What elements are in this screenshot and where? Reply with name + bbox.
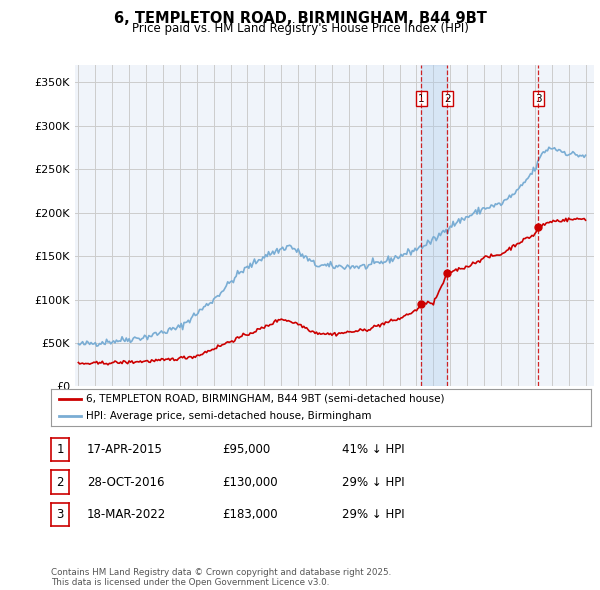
Bar — [421, 65, 448, 386]
Text: 29% ↓ HPI: 29% ↓ HPI — [342, 476, 404, 489]
Text: 2: 2 — [444, 94, 451, 104]
Text: HPI: Average price, semi-detached house, Birmingham: HPI: Average price, semi-detached house,… — [86, 411, 371, 421]
Text: 1: 1 — [56, 443, 64, 456]
Text: 18-MAR-2022: 18-MAR-2022 — [87, 508, 166, 521]
Text: 17-APR-2015: 17-APR-2015 — [87, 443, 163, 456]
Text: 41% ↓ HPI: 41% ↓ HPI — [342, 443, 404, 456]
Text: 3: 3 — [535, 94, 542, 104]
Text: 6, TEMPLETON ROAD, BIRMINGHAM, B44 9BT (semi-detached house): 6, TEMPLETON ROAD, BIRMINGHAM, B44 9BT (… — [86, 394, 445, 404]
Text: 29% ↓ HPI: 29% ↓ HPI — [342, 508, 404, 521]
Text: 2: 2 — [56, 476, 64, 489]
Text: 6, TEMPLETON ROAD, BIRMINGHAM, B44 9BT: 6, TEMPLETON ROAD, BIRMINGHAM, B44 9BT — [113, 11, 487, 25]
Text: Contains HM Land Registry data © Crown copyright and database right 2025.
This d: Contains HM Land Registry data © Crown c… — [51, 568, 391, 587]
Text: 1: 1 — [418, 94, 425, 104]
Text: £130,000: £130,000 — [222, 476, 278, 489]
Text: £95,000: £95,000 — [222, 443, 270, 456]
Text: £183,000: £183,000 — [222, 508, 278, 521]
Text: 28-OCT-2016: 28-OCT-2016 — [87, 476, 164, 489]
Text: Price paid vs. HM Land Registry's House Price Index (HPI): Price paid vs. HM Land Registry's House … — [131, 22, 469, 35]
Text: 3: 3 — [56, 508, 64, 521]
